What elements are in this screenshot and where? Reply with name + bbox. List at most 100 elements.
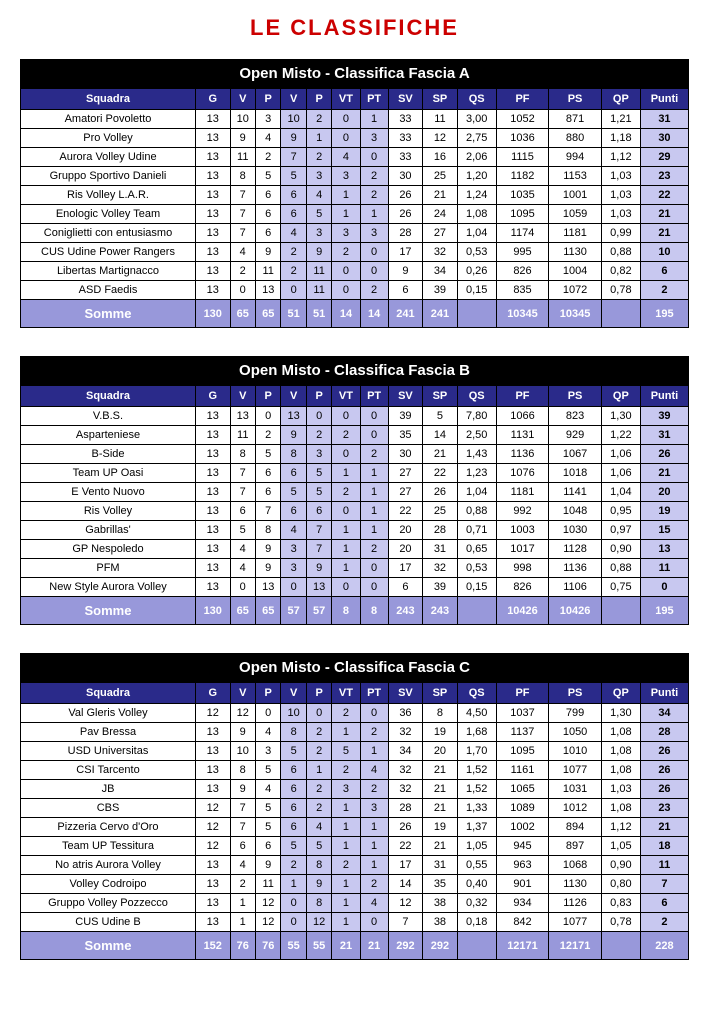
cell-PF: 1131 bbox=[496, 426, 549, 445]
cell-Punti: 26 bbox=[640, 445, 688, 464]
cell-Pl: 0 bbox=[255, 704, 280, 723]
cell-PF: 826 bbox=[496, 262, 549, 281]
cell-VT: 0 bbox=[332, 129, 360, 148]
cell-G: 13 bbox=[196, 148, 231, 167]
cell-SP: 32 bbox=[423, 243, 458, 262]
page-title: LE CLASSIFICHE bbox=[20, 15, 689, 41]
cell-SV: 17 bbox=[388, 243, 423, 262]
cell-PF: 1017 bbox=[496, 540, 549, 559]
cell-PF: 1182 bbox=[496, 167, 549, 186]
standings-grid: SquadraGVPVPVTPTSVSPQSPFPSQPPuntiVal Gle… bbox=[20, 682, 689, 960]
cell-Punti: 21 bbox=[640, 818, 688, 837]
cell-Punti: 34 bbox=[640, 704, 688, 723]
cell-G: 13 bbox=[196, 281, 231, 300]
cell-QP: 1,03 bbox=[601, 186, 640, 205]
cell-SP: 20 bbox=[423, 742, 458, 761]
cell-PSp: 929 bbox=[549, 426, 602, 445]
cell-QP: 0,99 bbox=[601, 224, 640, 243]
table-row: Enologic Volley Team1376651126241,081095… bbox=[21, 205, 689, 224]
team-name: V.B.S. bbox=[21, 407, 196, 426]
cell-SV: 6 bbox=[388, 281, 423, 300]
cell-PF: 1002 bbox=[496, 818, 549, 837]
cell-Pl: 3 bbox=[255, 110, 280, 129]
cell-SP: 14 bbox=[423, 426, 458, 445]
col-header: V bbox=[281, 386, 306, 407]
cell-Ps: 1 bbox=[306, 761, 331, 780]
col-header: V bbox=[281, 683, 306, 704]
cell-QP: 0,95 bbox=[601, 502, 640, 521]
team-name: New Style Aurora Volley bbox=[21, 578, 196, 597]
cell-Vs: 9 bbox=[281, 129, 306, 148]
sum-PT: 21 bbox=[360, 932, 388, 960]
cell-SP: 19 bbox=[423, 723, 458, 742]
cell-VT: 2 bbox=[332, 243, 360, 262]
sum-SV: 292 bbox=[388, 932, 423, 960]
cell-Vs: 8 bbox=[281, 445, 306, 464]
team-name: USD Universitas bbox=[21, 742, 196, 761]
cell-Punti: 7 bbox=[640, 875, 688, 894]
cell-Ps: 2 bbox=[306, 780, 331, 799]
cell-Ps: 1 bbox=[306, 129, 331, 148]
cell-PF: 945 bbox=[496, 837, 549, 856]
sum-QS bbox=[457, 932, 496, 960]
sum-G: 130 bbox=[196, 300, 231, 328]
col-header: V bbox=[230, 89, 255, 110]
cell-QS: 0,18 bbox=[457, 913, 496, 932]
col-header: QS bbox=[457, 386, 496, 407]
team-name: JB bbox=[21, 780, 196, 799]
cell-VT: 2 bbox=[332, 704, 360, 723]
cell-PT: 2 bbox=[360, 167, 388, 186]
table-row: Team UP Tessitura1266551122211,059458971… bbox=[21, 837, 689, 856]
cell-PT: 0 bbox=[360, 148, 388, 167]
cell-VT: 2 bbox=[332, 483, 360, 502]
cell-G: 13 bbox=[196, 205, 231, 224]
col-header: P bbox=[255, 683, 280, 704]
cell-SV: 26 bbox=[388, 186, 423, 205]
team-name: Gruppo Sportivo Danieli bbox=[21, 167, 196, 186]
cell-Ps: 7 bbox=[306, 540, 331, 559]
sum-SP: 241 bbox=[423, 300, 458, 328]
cell-PT: 0 bbox=[360, 704, 388, 723]
cell-Vw: 7 bbox=[230, 464, 255, 483]
cell-Vw: 0 bbox=[230, 281, 255, 300]
sum-PF: 10426 bbox=[496, 597, 549, 625]
cell-PSp: 1181 bbox=[549, 224, 602, 243]
cell-SP: 38 bbox=[423, 913, 458, 932]
cell-SP: 19 bbox=[423, 818, 458, 837]
sum-Pl: 65 bbox=[255, 597, 280, 625]
cell-Ps: 5 bbox=[306, 464, 331, 483]
col-header: SV bbox=[388, 386, 423, 407]
cell-Punti: 19 bbox=[640, 502, 688, 521]
cell-QP: 1,05 bbox=[601, 837, 640, 856]
cell-Ps: 9 bbox=[306, 243, 331, 262]
table-row: Gruppo Volley Pozzecco13112081412380,329… bbox=[21, 894, 689, 913]
cell-Vw: 8 bbox=[230, 167, 255, 186]
cell-Vw: 8 bbox=[230, 445, 255, 464]
cell-Vs: 6 bbox=[281, 502, 306, 521]
cell-Vs: 10 bbox=[281, 704, 306, 723]
cell-Pl: 5 bbox=[255, 761, 280, 780]
cell-PF: 1095 bbox=[496, 742, 549, 761]
cell-PSp: 1001 bbox=[549, 186, 602, 205]
cell-Ps: 3 bbox=[306, 445, 331, 464]
cell-QP: 1,08 bbox=[601, 723, 640, 742]
cell-G: 12 bbox=[196, 837, 231, 856]
cell-PF: 1089 bbox=[496, 799, 549, 818]
cell-Punti: 31 bbox=[640, 110, 688, 129]
cell-SP: 8 bbox=[423, 704, 458, 723]
table-row: Pav Bressa1394821232191,68113710501,0828 bbox=[21, 723, 689, 742]
cell-G: 13 bbox=[196, 167, 231, 186]
cell-Punti: 11 bbox=[640, 559, 688, 578]
cell-Pl: 11 bbox=[255, 875, 280, 894]
cell-PSp: 1106 bbox=[549, 578, 602, 597]
cell-PF: 901 bbox=[496, 875, 549, 894]
cell-PF: 934 bbox=[496, 894, 549, 913]
cell-QS: 0,15 bbox=[457, 281, 496, 300]
sum-Vw: 65 bbox=[230, 300, 255, 328]
cell-PSp: 1004 bbox=[549, 262, 602, 281]
team-name: Pro Volley bbox=[21, 129, 196, 148]
cell-QS: 0,71 bbox=[457, 521, 496, 540]
cell-PT: 1 bbox=[360, 856, 388, 875]
sum-Vw: 65 bbox=[230, 597, 255, 625]
cell-QS: 1,04 bbox=[457, 483, 496, 502]
